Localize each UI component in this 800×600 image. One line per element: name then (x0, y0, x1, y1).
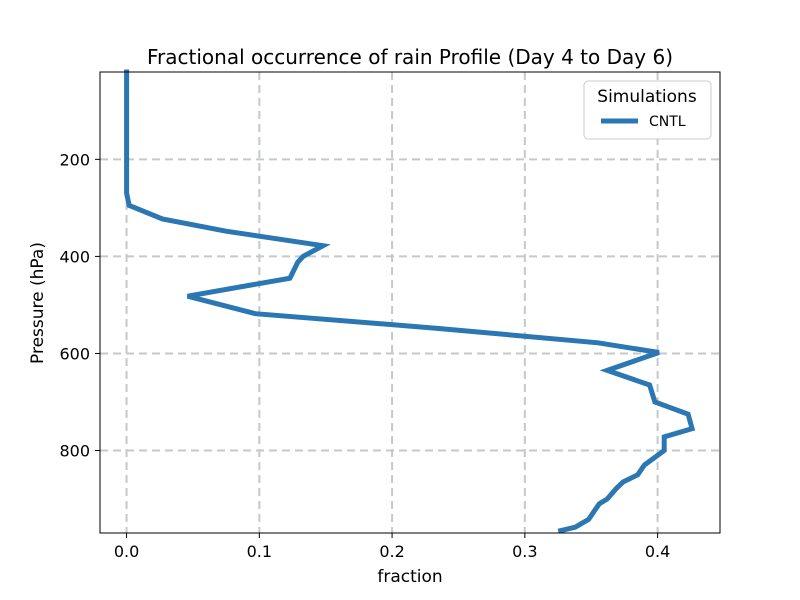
y-tick-label: 200 (59, 150, 90, 169)
legend: Simulations CNTL (583, 80, 712, 140)
grid-lines (100, 72, 720, 533)
x-tick-label: 0.0 (114, 542, 139, 561)
series-line-cntl (124, 69, 696, 534)
legend-title: Simulations (597, 87, 697, 107)
plot-area-frame (99, 71, 721, 534)
x-tick-label: 0.4 (645, 542, 670, 561)
y-axis-ticks: 200 400 600 800 (59, 150, 100, 461)
y-tick-label: 400 (59, 247, 90, 266)
legend-entry-cntl: CNTL (649, 114, 686, 130)
legend-box (583, 80, 712, 140)
y-tick-label: 600 (59, 344, 90, 363)
y-tick-label: 800 (59, 442, 90, 461)
x-tick-label: 0.1 (247, 542, 272, 561)
x-axis-label: fraction (377, 567, 442, 587)
y-axis-label: Pressure (hPa) (28, 242, 48, 364)
series-layer (124, 69, 696, 534)
x-tick-label: 0.3 (512, 542, 537, 561)
chart-title: Fractional occurrence of rain Profile (D… (147, 45, 673, 69)
x-tick-label: 0.2 (379, 542, 404, 561)
x-axis-ticks: 0.0 0.1 0.2 0.3 0.4 (114, 533, 670, 561)
